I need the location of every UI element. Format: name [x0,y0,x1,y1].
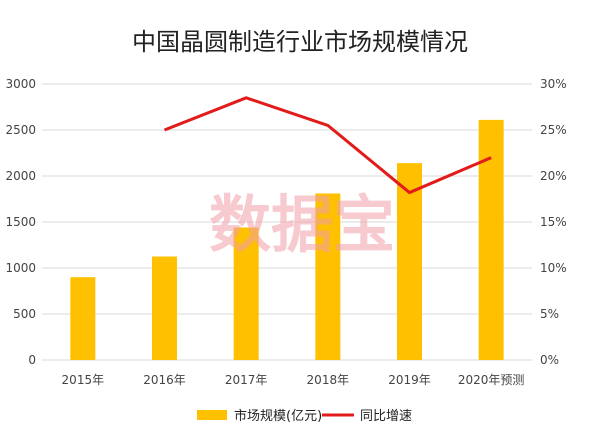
y-left-tick-label: 3000 [5,77,36,91]
legend-bar-swatch [197,410,227,420]
bar [478,119,504,360]
bar [152,256,177,360]
x-tick-label: 2019年 [388,373,431,387]
gridlines [42,83,532,361]
y-axis-right: 0% 5% 10% 15% 20% 25% 30% [540,77,567,367]
bar [315,193,341,360]
chart-title: 中国晶圆制造行业市场规模情况 [132,28,468,56]
y-left-tick-label: 2000 [5,169,36,183]
y-right-tick-label: 15% [540,215,567,229]
legend-line-label: 同比增速 [360,409,412,424]
legend: 市场规模(亿元) 同比增速 [197,408,412,424]
growth-line [163,96,492,195]
y-axis-left: 0 500 1000 1500 2000 2500 3000 [5,77,36,367]
x-tick-label: 2018年 [307,373,350,387]
y-right-tick-label: 10% [540,261,567,275]
y-right-tick-label: 20% [540,169,567,183]
y-right-tick-label: 25% [540,123,567,137]
x-tick-label: 2017年 [225,373,268,387]
y-left-tick-label: 2500 [5,123,36,137]
bar [70,277,96,360]
bar [233,227,259,360]
bar-series [70,119,504,360]
x-tick-label: 2020年预测 [458,373,525,387]
bar [397,163,422,360]
x-axis: 2015年 2016年 2017年 2018年 2019年 2020年预测 [62,373,525,387]
line-series [163,96,492,195]
y-right-tick-label: 30% [540,77,567,91]
y-left-tick-label: 1000 [5,261,36,275]
y-right-tick-label: 5% [540,307,559,321]
watermark: 数据宝 [209,188,395,261]
y-left-tick-label: 0 [28,353,36,367]
legend-bar-label: 市场规模(亿元) [234,408,322,424]
x-tick-label: 2015年 [62,373,105,387]
y-right-tick-label: 0% [540,353,559,367]
y-left-tick-label: 500 [13,307,36,321]
x-tick-label: 2016年 [143,373,186,387]
y-left-tick-label: 1500 [5,215,36,229]
